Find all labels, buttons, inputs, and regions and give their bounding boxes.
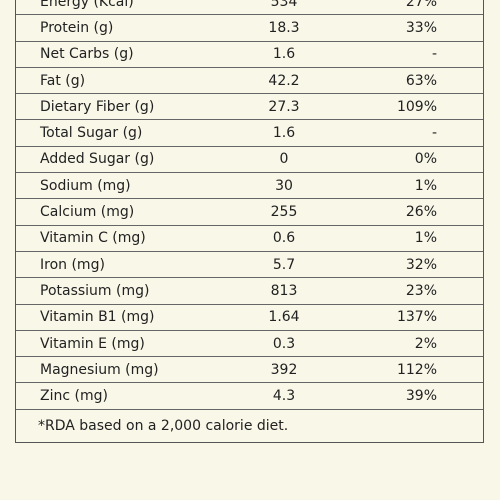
- table-row: Zinc (mg) 4.3 39%: [16, 383, 483, 410]
- amount: 0: [279, 151, 289, 168]
- table-row: Iron (mg) 5.7 32%: [16, 252, 483, 279]
- nutrient-name: Iron (mg): [40, 256, 105, 273]
- nutrient-name: Protein (g): [40, 19, 114, 36]
- nutrient-name: Sodium (mg): [40, 177, 131, 194]
- rda-percent: -: [431, 46, 437, 63]
- rda-percent: 109%: [396, 98, 437, 115]
- table-row: Energy (Kcal) 534 27%: [16, 0, 483, 16]
- footnote-row: *RDA based on a 2,000 calorie diet.: [16, 410, 483, 442]
- amount: 0.6: [272, 230, 296, 247]
- nutrient-name: Net Carbs (g): [40, 46, 134, 63]
- rda-percent: 2%: [414, 335, 437, 352]
- nutrient-name: Magnesium (mg): [40, 361, 159, 378]
- table-row: Total Sugar (g) 1.6 -: [16, 120, 483, 147]
- amount: 813: [270, 282, 298, 299]
- table-row: Added Sugar (g) 0 0%: [16, 147, 483, 174]
- amount: 392: [270, 361, 298, 378]
- nutrient-name: Energy (Kcal): [40, 0, 134, 10]
- rda-percent: 63%: [405, 72, 437, 89]
- nutrient-name: Vitamin B1 (mg): [40, 309, 155, 326]
- table-row: Vitamin C (mg) 0.6 1%: [16, 226, 483, 252]
- amount: 30: [275, 177, 293, 194]
- nutrient-name: Added Sugar (g): [40, 151, 155, 168]
- rda-percent: 137%: [396, 309, 437, 326]
- rda-percent: 26%: [405, 204, 437, 221]
- footnote: *RDA based on a 2,000 calorie diet.: [38, 417, 289, 434]
- nutrient-name: Vitamin E (mg): [40, 335, 145, 352]
- table-row: Vitamin B1 (mg) 1.64 137%: [16, 305, 483, 331]
- rda-percent: 23%: [405, 282, 437, 299]
- rda-percent: 1%: [414, 230, 437, 247]
- amount: 1.6: [272, 125, 296, 142]
- amount: 1.64: [268, 309, 300, 326]
- nutrition-table: Energy (Kcal) 534 27% Protein (g) 18.3 33% Net…: [15, 0, 484, 443]
- rda-percent: 112%: [396, 361, 437, 378]
- amount: 18.3: [268, 19, 300, 36]
- table-row: Net Carbs (g) 1.6 -: [16, 42, 483, 68]
- amount: 27.3: [268, 98, 300, 115]
- table-row: Fat (g) 42.2 63%: [16, 68, 483, 95]
- amount: 534: [270, 0, 298, 10]
- table-body: Energy (Kcal) 534 27% Protein (g) 18.3 33% Net…: [16, 0, 483, 410]
- amount: 0.3: [272, 335, 296, 352]
- nutrient-name: Dietary Fiber (g): [40, 98, 155, 115]
- nutrient-name: Vitamin C (mg): [40, 230, 146, 247]
- amount: 42.2: [268, 72, 300, 89]
- nutrient-name: Calcium (mg): [40, 204, 135, 221]
- rda-percent: 0%: [414, 151, 437, 168]
- amount: 1.6: [272, 46, 296, 63]
- table-row: Sodium (mg) 30 1%: [16, 173, 483, 200]
- table-row: Calcium (mg) 255 26%: [16, 199, 483, 226]
- table-row: Magnesium (mg) 392 112%: [16, 357, 483, 384]
- amount: 5.7: [272, 256, 296, 273]
- rda-percent: 39%: [405, 388, 437, 405]
- table-row: Vitamin E (mg) 0.3 2%: [16, 331, 483, 358]
- nutrient-name: Potassium (mg): [40, 282, 150, 299]
- amount: 255: [270, 204, 298, 221]
- nutrient-name: Total Sugar (g): [40, 125, 143, 142]
- rda-percent: 32%: [405, 256, 437, 273]
- table-row: Dietary Fiber (g) 27.3 109%: [16, 94, 483, 121]
- amount: 4.3: [272, 388, 296, 405]
- rda-percent: 33%: [405, 19, 437, 36]
- table-row: Potassium (mg) 813 23%: [16, 278, 483, 305]
- rda-percent: 1%: [414, 177, 437, 194]
- rda-percent: -: [431, 125, 437, 142]
- table-row: Protein (g) 18.3 33%: [16, 15, 483, 42]
- rda-percent: 27%: [405, 0, 437, 10]
- nutrient-name: Fat (g): [40, 72, 86, 89]
- nutrient-name: Zinc (mg): [40, 388, 108, 405]
